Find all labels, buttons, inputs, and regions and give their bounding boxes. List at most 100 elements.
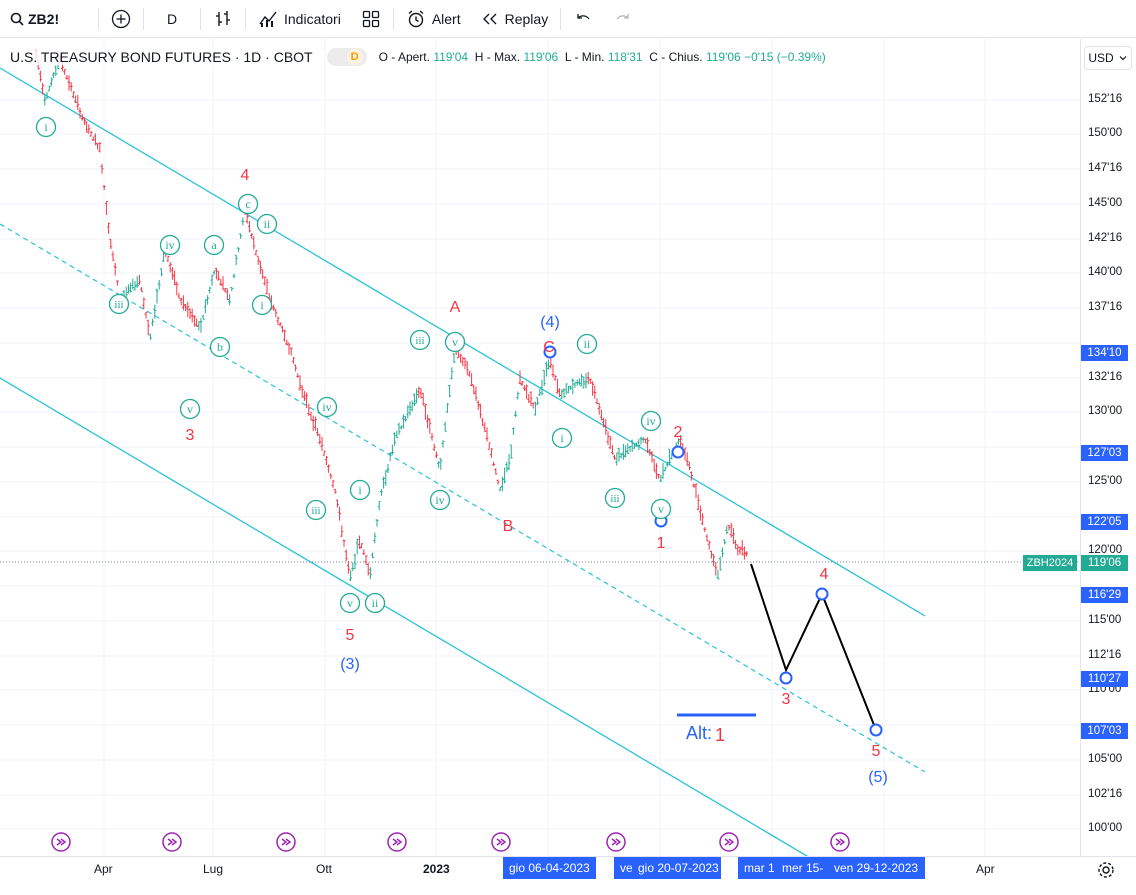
minor-wave-label-16[interactable]: iv (435, 493, 444, 507)
minor-wave-label-13[interactable]: ii (372, 596, 379, 610)
wave-label-2[interactable]: 2 (674, 424, 683, 441)
event-icon[interactable] (162, 832, 182, 852)
minor-wave-label-15[interactable]: v (452, 335, 458, 349)
alert-button[interactable]: Alert (396, 0, 471, 38)
minor-wave-label-18[interactable]: ii (584, 337, 591, 351)
chart-pane[interactable]: i iii iv v a b c ii i iv iii i v ii iii v iv i ii iii iv v 4 3 5… (0, 39, 1080, 856)
undo-button[interactable] (563, 0, 603, 38)
date-marker-mar[interactable]: mar 1 (738, 857, 778, 879)
minor-wave-label-19[interactable]: iii (610, 493, 619, 505)
minor-wave-label-21[interactable]: v (658, 502, 664, 516)
minor-wave-label-13-circle[interactable] (364, 592, 386, 614)
date-marker-end[interactable]: ven 29-12-2023 (828, 857, 925, 879)
elliott-channel[interactable] (0, 67, 926, 856)
minor-wave-label-17-circle[interactable] (551, 427, 573, 449)
minor-wave-label-9-circle[interactable] (316, 396, 338, 418)
minor-wave-label-5-circle[interactable] (209, 336, 231, 358)
minor-wave-label-8[interactable]: i (260, 298, 264, 312)
event-icon[interactable] (830, 832, 850, 852)
minor-wave-label-7[interactable]: ii (264, 217, 271, 231)
chart-type-button[interactable] (203, 0, 243, 38)
wave-label-3[interactable]: 3 (782, 691, 791, 708)
minor-wave-label-4[interactable]: a (211, 238, 217, 252)
minor-wave-label-21-circle[interactable] (650, 498, 672, 520)
minor-wave-label-12[interactable]: v (347, 596, 353, 610)
minor-wave-label-12-circle[interactable] (339, 592, 361, 614)
wave-label-4[interactable]: 4 (241, 167, 250, 184)
minor-wave-label-8-circle[interactable] (251, 294, 273, 316)
replay-button[interactable]: Replay (471, 0, 559, 38)
market-status-badge[interactable]: D (326, 48, 367, 66)
minor-wave-label-19-circle[interactable] (604, 487, 626, 509)
channel-lower-line[interactable] (0, 377, 925, 856)
wave-projection[interactable] (543, 345, 883, 737)
minor-wave-label-6-circle[interactable] (237, 193, 259, 215)
date-marker-mer[interactable]: mer 15- (776, 857, 832, 879)
minor-wave-label-7-circle[interactable] (256, 213, 278, 235)
minor-wave-label-20-circle[interactable] (640, 410, 662, 432)
layouts-button[interactable] (351, 0, 391, 38)
minor-wave-label-6[interactable]: c (245, 197, 250, 211)
wave-label-1[interactable]: 1 (657, 535, 666, 552)
projection-point-5[interactable] (869, 723, 883, 737)
compare-button[interactable] (101, 0, 141, 38)
gear-icon[interactable] (1096, 860, 1116, 880)
wave-label-blue[interactable]: (3) (340, 656, 360, 673)
event-icon[interactable] (491, 832, 511, 852)
minor-wave-label-20[interactable]: iv (646, 414, 655, 428)
wave-label-5[interactable]: 5 (872, 743, 881, 760)
minor-wave-label-3-circle[interactable] (179, 398, 201, 420)
wave-label-B[interactable]: B (503, 518, 514, 535)
minor-wave-label-11[interactable]: i (358, 483, 362, 497)
wave-label-3[interactable]: 3 (186, 427, 195, 444)
minor-wave-label-0[interactable]: i (44, 120, 48, 134)
minor-wave-label-17[interactable]: i (560, 431, 564, 445)
anchor-point-c[interactable] (543, 345, 557, 359)
minor-wave-label-1-circle[interactable] (108, 293, 130, 315)
minor-wave-label-10-circle[interactable] (305, 499, 327, 521)
event-icon[interactable] (719, 832, 739, 852)
minor-wave-label-2-circle[interactable] (159, 234, 181, 256)
event-icon[interactable] (276, 832, 296, 852)
minor-wave-label-4-circle[interactable] (203, 234, 225, 256)
event-icon[interactable] (387, 832, 407, 852)
indicators-button[interactable]: Indicatori (248, 0, 351, 38)
channel-middle-line[interactable] (0, 223, 926, 773)
minor-wave-label-3[interactable]: v (187, 402, 193, 416)
projection-point-3[interactable] (779, 671, 793, 685)
minor-wave-label-11-circle[interactable] (349, 479, 371, 501)
wave-label-C[interactable]: C (543, 339, 555, 356)
wave-label-5[interactable]: 5 (346, 627, 355, 644)
anchor-point-2[interactable] (671, 445, 685, 459)
minor-wave-label-10[interactable]: iii (311, 505, 320, 517)
minor-wave-label-9[interactable]: iv (322, 400, 331, 414)
economic-events[interactable] (51, 832, 850, 852)
wave-label-blue[interactable]: (4) (540, 314, 560, 331)
minor-wave-label-18-circle[interactable] (576, 333, 598, 355)
wave-label-blue[interactable]: (5) (868, 769, 888, 786)
minor-wave-label-14-circle[interactable] (409, 329, 431, 351)
wave-label-4[interactable]: 4 (820, 566, 829, 583)
event-icon[interactable] (51, 832, 71, 852)
alt-label[interactable]: Alt: (686, 723, 712, 743)
date-marker-partial[interactable]: ve (614, 857, 634, 879)
wave-label-A[interactable]: A (450, 299, 461, 316)
date-marker-mid[interactable]: gio 20-07-2023 (632, 857, 721, 879)
alt-value[interactable]: 1 (715, 725, 725, 745)
currency-selector[interactable]: USD (1084, 46, 1132, 70)
event-icon[interactable] (606, 832, 626, 852)
minor-wave-label-2[interactable]: iv (165, 238, 174, 252)
minor-wave-label-14[interactable]: iii (415, 335, 424, 347)
date-marker-start[interactable]: gio 06-04-2023 (503, 857, 596, 879)
minor-wave-label-15-circle[interactable] (444, 331, 466, 353)
minor-wave-label-5[interactable]: b (217, 340, 223, 354)
minor-wave-label-1[interactable]: iii (114, 299, 123, 311)
projection-path[interactable] (750, 563, 877, 731)
series-title[interactable]: U.S. TREASURY BOND FUTURES · 1D · CBOT (10, 49, 313, 65)
minor-wave-label-16-circle[interactable] (429, 489, 451, 511)
symbol-search[interactable]: ZB2! (0, 0, 96, 38)
minor-wave-label-0-circle[interactable] (35, 116, 57, 138)
interval-button[interactable]: D (146, 0, 198, 38)
redo-button[interactable] (603, 0, 643, 38)
